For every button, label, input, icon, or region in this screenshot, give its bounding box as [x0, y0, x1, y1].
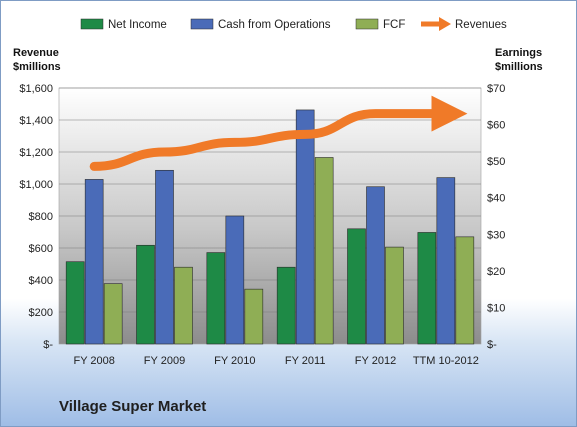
left-tick-label: $200 — [29, 307, 53, 319]
bar — [295, 109, 315, 345]
bar — [65, 261, 85, 345]
left-tick-label: $1,200 — [19, 147, 53, 159]
left-tick-label: $1,600 — [19, 83, 53, 95]
right-tick-label: $40 — [487, 193, 505, 205]
right-axis-title: $millions — [495, 61, 543, 73]
legend-swatch — [190, 18, 214, 30]
bar — [244, 288, 264, 345]
right-tick-label: $70 — [487, 83, 505, 95]
left-tick-label: $600 — [29, 243, 53, 255]
left-tick-label: $400 — [29, 275, 53, 287]
legend-swatch-arrow — [439, 17, 451, 31]
category-label: FY 2009 — [144, 355, 185, 367]
category-label: FY 2008 — [73, 355, 114, 367]
bar — [276, 266, 296, 345]
left-axis-title: $millions — [13, 61, 61, 73]
right-tick-label: $- — [487, 339, 497, 351]
left-tick-label: $1,000 — [19, 179, 53, 191]
right-axis-title: Earnings — [495, 47, 542, 59]
right-tick-label: $50 — [487, 156, 505, 168]
right-tick-label: $20 — [487, 266, 505, 278]
legend-swatch — [355, 18, 379, 30]
right-tick-label: $10 — [487, 302, 505, 314]
company-name: Village Super Market — [59, 398, 207, 415]
bar — [206, 252, 226, 345]
bar — [455, 236, 475, 345]
left-axis-title: Revenue — [13, 47, 59, 59]
series-line-revenues — [89, 95, 468, 171]
legend-swatch — [80, 18, 104, 30]
left-tick-label: $- — [43, 339, 53, 351]
left-tick-label: $1,400 — [19, 115, 53, 127]
bar — [225, 215, 245, 345]
category-label: FY 2012 — [355, 355, 396, 367]
right-tick-label: $30 — [487, 229, 505, 241]
bar — [136, 244, 155, 345]
bar — [385, 246, 404, 345]
right-tick-label: $60 — [487, 120, 505, 132]
legend-label: Revenues — [455, 19, 507, 31]
bar — [366, 186, 385, 345]
category-label: TTM 10-2012 — [413, 355, 479, 367]
left-tick-label: $800 — [29, 211, 53, 223]
bar — [347, 228, 366, 345]
category-label: FY 2011 — [285, 355, 326, 367]
bar — [436, 177, 456, 345]
bar — [174, 266, 193, 345]
category-label: FY 2010 — [214, 355, 255, 367]
legend-label: Net Income — [108, 19, 167, 31]
bar — [417, 232, 437, 345]
legend-label: FCF — [383, 19, 405, 31]
bar — [314, 157, 334, 345]
bar — [155, 169, 174, 345]
legend-label: Cash from Operations — [218, 19, 331, 31]
bar — [103, 283, 123, 345]
bar — [84, 179, 104, 345]
